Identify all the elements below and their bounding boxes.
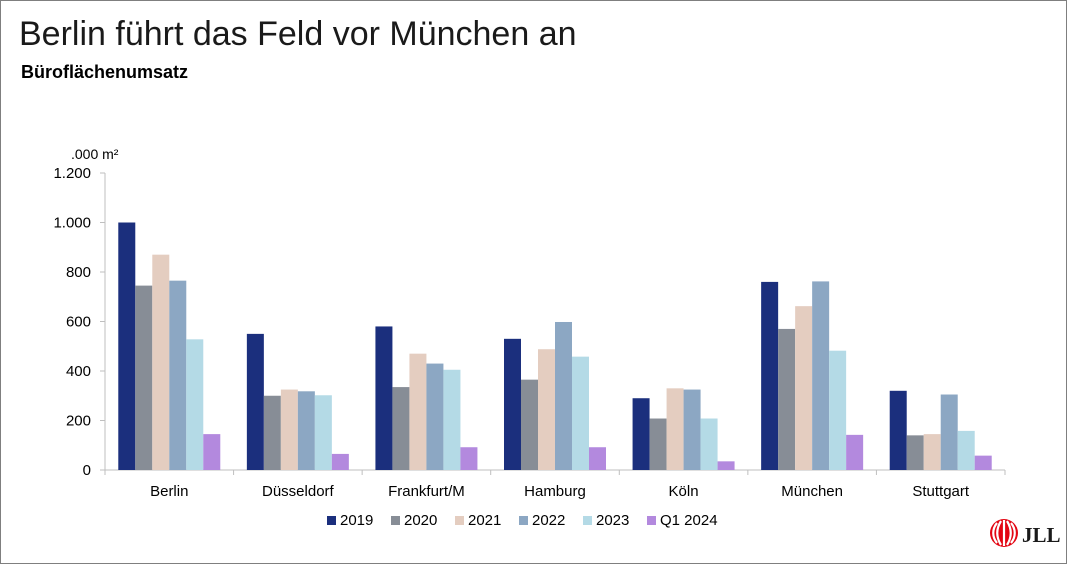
bar [829,350,847,470]
y-tick-label: 1.000 [53,215,91,232]
bar [666,388,684,470]
bar [280,389,298,470]
bar [203,434,221,470]
x-tick-label: Frankfurt/M [388,483,465,500]
y-tick-label: 200 [66,413,91,430]
x-tick-label: Stuttgart [912,483,970,500]
legend-swatch [583,516,592,525]
page-subtitle: Büroflächenumsatz [21,62,189,82]
y-tick-label: 400 [66,363,91,380]
bar [906,435,924,470]
bar [795,306,813,470]
bar [135,285,153,470]
legend-swatch [647,516,656,525]
y-tick-label: 1.200 [53,165,91,182]
bar [152,254,170,470]
bar [683,389,701,470]
y-axis-unit-label: .000 m² [71,146,119,162]
bar [263,395,281,470]
bar [392,387,410,470]
y-tick-label: 0 [83,462,91,479]
bar [846,434,864,470]
bar [460,447,478,470]
jll-logo-icon: JLL [988,517,1061,551]
bar [632,398,650,470]
bar [555,321,572,470]
bar [169,280,187,470]
bar [538,349,555,470]
bar [572,356,589,470]
legend-swatch [391,516,400,525]
bar [717,461,735,470]
bar [443,369,461,470]
legend-swatch [455,516,464,525]
x-tick-label: Berlin [150,483,188,500]
bar [118,222,136,470]
x-tick-label: Hamburg [524,483,586,500]
legend-swatch [519,516,528,525]
page-title: Berlin führt das Feld vor München an [19,15,577,53]
bar [889,390,907,470]
bar [700,418,718,470]
bar [778,328,796,470]
bar [504,338,521,470]
jll-logo-mark-icon [990,519,1018,547]
bar [426,363,444,470]
bar [761,281,779,470]
legend-label: 2022 [532,512,565,529]
y-tick-label: 800 [66,264,91,281]
x-tick-label: München [781,483,843,500]
legend-label: Q1 2024 [660,512,718,529]
bar [957,430,975,470]
bar [812,281,830,470]
x-tick-label: Düsseldorf [262,483,335,500]
bar [409,353,427,470]
bar [246,333,264,470]
bar [314,395,332,470]
bar [375,326,393,470]
bar [297,391,315,470]
legend-label: 2019 [340,512,373,529]
bar [521,379,538,470]
x-tick-label: Köln [669,483,699,500]
legend-label: 2021 [468,512,501,529]
bar [589,447,606,470]
y-tick-label: 600 [66,314,91,331]
bar [974,455,992,470]
bar [649,418,667,470]
legend-label: 2023 [596,512,629,529]
bar [186,339,204,470]
bar [940,394,958,470]
logo-text: JLL [1022,523,1061,547]
bar [923,434,941,470]
legend-label: 2020 [404,512,437,529]
legend-swatch [327,516,336,525]
bar [331,453,349,470]
